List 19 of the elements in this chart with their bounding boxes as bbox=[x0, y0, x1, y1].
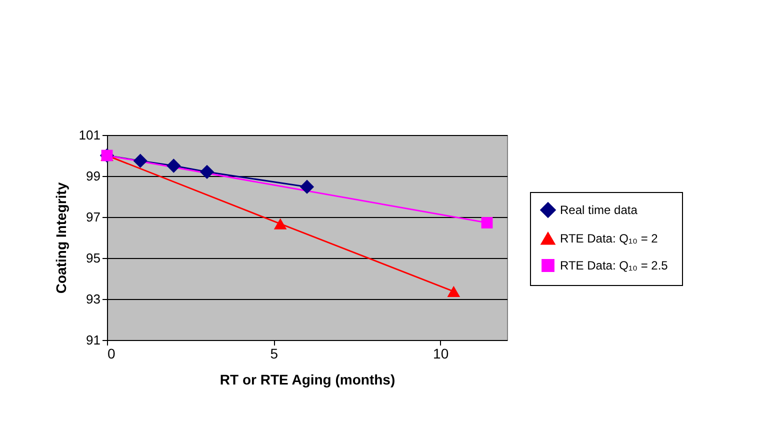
y-tick-label: 91 bbox=[86, 332, 100, 348]
x-tick-label: 10 bbox=[433, 346, 449, 362]
y-tick-label: 93 bbox=[86, 292, 100, 306]
x-tick-label: 5 bbox=[270, 346, 278, 362]
legend-label: Real time data bbox=[560, 203, 638, 217]
y-tick-label: 101 bbox=[78, 128, 100, 142]
x-tick-label: 0 bbox=[108, 346, 116, 362]
y-tick-label: 95 bbox=[86, 250, 100, 266]
point bbox=[166, 158, 181, 173]
y-tick-label: 97 bbox=[86, 210, 100, 224]
y-tick-label: 99 bbox=[86, 168, 100, 184]
legend-label: RTE Data: Q₁₀ = 2 bbox=[560, 232, 658, 246]
point bbox=[481, 217, 493, 228]
point bbox=[133, 154, 148, 168]
point bbox=[200, 164, 214, 179]
x-axis-title: RT or RTE Aging (months) bbox=[220, 372, 396, 388]
point bbox=[300, 180, 314, 194]
legend-label: RTE Data: Q₁₀ = 2.5 bbox=[560, 258, 668, 272]
y-axis-title: Coating Integrity bbox=[52, 182, 69, 294]
